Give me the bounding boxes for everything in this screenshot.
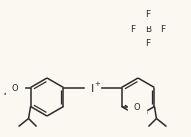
Text: B: B bbox=[145, 25, 151, 34]
Text: O: O bbox=[134, 103, 140, 112]
Text: F: F bbox=[145, 39, 151, 48]
Text: F: F bbox=[130, 25, 136, 34]
Text: I: I bbox=[91, 83, 94, 93]
Text: O: O bbox=[12, 84, 19, 93]
Text: +: + bbox=[95, 81, 100, 87]
Text: F: F bbox=[145, 10, 151, 19]
Text: F: F bbox=[160, 25, 166, 34]
